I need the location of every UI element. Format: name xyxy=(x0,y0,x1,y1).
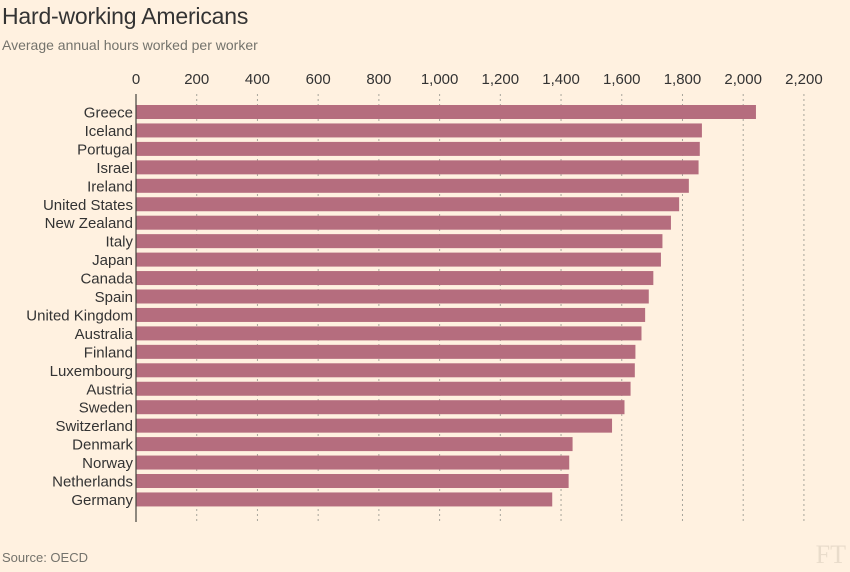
bar xyxy=(136,455,570,470)
chart-subtitle: Average annual hours worked per worker xyxy=(2,37,258,53)
x-axis-ticks: 0 200 400 600 800 1,000 1,200 1,400 1,600 1,800 2,… xyxy=(132,71,823,88)
category-label: Switzerland xyxy=(55,418,133,435)
bar xyxy=(136,344,636,359)
bar xyxy=(136,363,635,378)
bar xyxy=(136,178,689,193)
category-label: Finland xyxy=(84,344,133,361)
x-tick-label: 800 xyxy=(366,71,391,88)
category-label: Luxembourg xyxy=(50,363,133,380)
bar xyxy=(136,289,649,304)
bar xyxy=(136,474,569,488)
category-label: United Kingdom xyxy=(26,307,133,324)
category-label: United States xyxy=(43,197,133,214)
bar xyxy=(136,400,625,415)
x-tick-label: 2,200 xyxy=(785,71,823,88)
bar xyxy=(136,271,654,286)
bar xyxy=(136,307,646,322)
category-label: Denmark xyxy=(72,437,133,454)
ft-logo: FT xyxy=(815,540,846,569)
category-label: Sweden xyxy=(79,400,133,417)
bar xyxy=(136,418,613,433)
category-label: Australia xyxy=(75,326,134,343)
bars xyxy=(136,105,756,507)
category-label: Germany xyxy=(71,492,133,509)
bar xyxy=(136,215,671,230)
category-label: Iceland xyxy=(85,123,133,140)
x-tick-label: 200 xyxy=(184,71,209,88)
category-label: Greece xyxy=(84,105,133,122)
bar xyxy=(136,105,756,119)
category-label: Italy xyxy=(105,234,133,251)
bar xyxy=(136,381,631,396)
x-tick-label: 600 xyxy=(306,71,331,88)
x-tick-label: 0 xyxy=(132,71,140,88)
bar xyxy=(136,141,700,156)
category-label: Norway xyxy=(82,455,133,472)
category-label: Austria xyxy=(86,381,133,398)
bar xyxy=(136,160,699,175)
category-label: Spain xyxy=(95,289,133,306)
x-tick-label: 400 xyxy=(245,71,270,88)
category-label: Ireland xyxy=(87,178,133,195)
category-label: Portugal xyxy=(77,141,133,158)
bar xyxy=(136,437,573,452)
category-label: New Zealand xyxy=(45,215,133,232)
bar xyxy=(136,234,663,249)
bar xyxy=(136,492,553,507)
x-tick-label: 1,000 xyxy=(421,71,459,88)
bar xyxy=(136,252,661,267)
category-label: Canada xyxy=(80,271,133,288)
category-label: Japan xyxy=(92,252,133,269)
x-tick-label: 1,400 xyxy=(542,71,580,88)
bar xyxy=(136,197,680,212)
x-tick-label: 1,200 xyxy=(482,71,520,88)
chart-title: Hard-working Americans xyxy=(2,3,249,29)
x-tick-label: 2,000 xyxy=(724,71,762,88)
x-tick-label: 1,600 xyxy=(603,71,641,88)
x-tick-label: 1,800 xyxy=(664,71,702,88)
bar xyxy=(136,326,642,341)
category-label: Israel xyxy=(96,160,133,177)
category-label: Netherlands xyxy=(52,474,133,491)
bar xyxy=(136,123,702,138)
source-note: Source: OECD xyxy=(2,550,88,565)
